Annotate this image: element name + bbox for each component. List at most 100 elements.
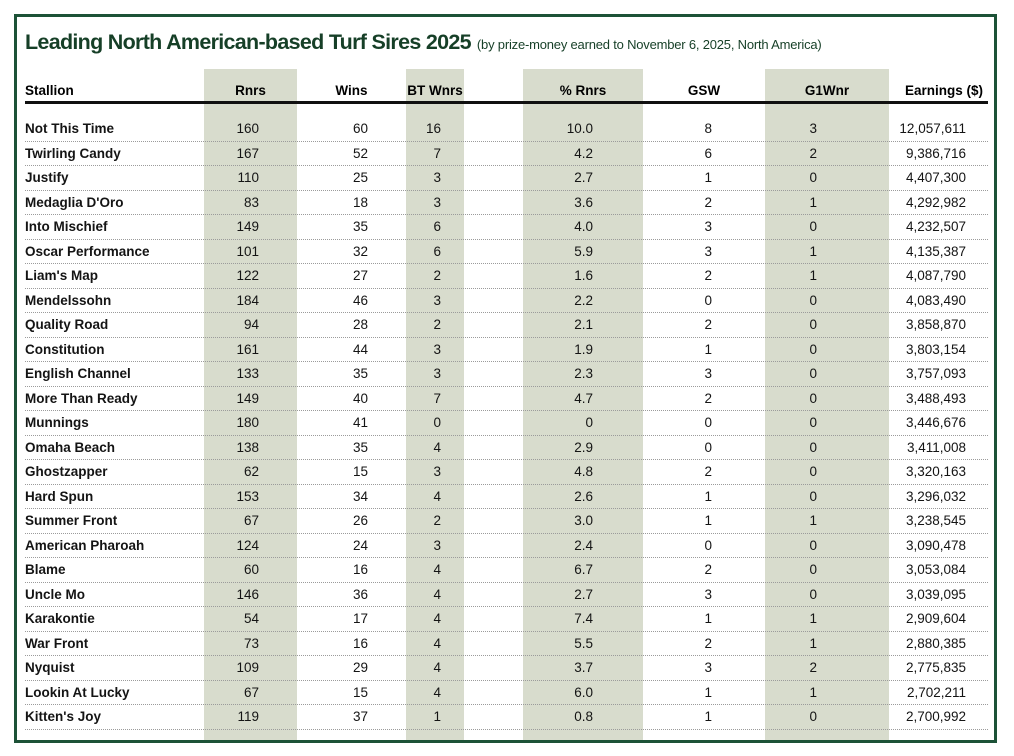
column-header-rnrs: Rnrs [235,83,266,99]
column-header-gsw: GSW [687,83,721,99]
wins-cell: 35 [352,366,368,381]
bt-wnrs-cell: 4 [433,611,441,626]
g1wnr-cell: 1 [809,513,817,528]
bt-wnrs-cell: 7 [433,390,441,406]
stallion-name-cell: Not This Time [25,121,115,136]
g1wnr-cell: 1 [809,635,817,651]
earnings-cell: 3,296,032 [905,488,966,504]
table-row: Blame 60 16 4 6.7 2 0 3,053,084 [25,558,988,583]
wins-cell: 44 [352,341,368,357]
rnrs-cell: 119 [237,709,259,724]
bt-wnrs-cell: 2 [433,317,441,332]
bt-wnrs-cell: 6 [433,243,441,259]
wins-cell: 29 [352,660,368,675]
table-row: Uncle Mo 146 36 4 2.7 3 0 3,039,095 [25,583,988,607]
g1wnr-cell: 1 [809,611,817,626]
bt-wnrs-cell: 4 [433,488,441,504]
pct-rnrs-cell: 2.1 [574,317,593,332]
stallion-name-cell: Medaglia D'Oro [25,194,124,210]
earnings-cell: 3,320,163 [905,464,966,479]
gsw-cell: 2 [704,194,712,210]
wins-cell: 17 [352,611,368,626]
earnings-cell: 3,858,870 [905,317,966,332]
wins-cell: 37 [352,709,368,724]
rnrs-cell: 94 [243,317,259,332]
table-row: Oscar Performance 101 32 6 5.9 3 1 4,135… [25,240,988,264]
stallion-name-cell: English Channel [25,366,131,381]
stallion-name-cell: American Pharoah [25,537,145,553]
page-subtitle: (by prize-money earned to November 6, 20… [476,37,822,52]
earnings-cell: 4,083,490 [905,292,966,308]
table-row: Lookin At Lucky 67 15 4 6.0 1 1 2,702,21… [25,681,988,705]
wins-cell: 35 [352,219,368,234]
g1wnr-cell: 0 [809,415,817,430]
rnrs-cell: 149 [236,219,259,234]
bt-wnrs-cell: 3 [433,170,441,185]
column-header-stallion: Stallion [25,83,74,99]
g1wnr-cell: 0 [809,562,817,577]
table-header-row: Stallion Rnrs Wins BT Wnrs % Rnrs GSW G1… [25,75,988,99]
stallion-name-cell: Uncle Mo [25,586,86,602]
table-row: Karakontie 54 17 4 7.4 1 1 2,909,604 [25,607,988,632]
gsw-cell: 1 [704,341,712,357]
table-body: Not This Time 160 60 16 10.0 8 3 12,057,… [25,117,988,730]
table-row: Munnings 180 41 0 0 0 0 3,446,676 [25,411,988,436]
wins-cell: 27 [352,268,368,283]
wins-cell: 41 [352,415,368,430]
column-header-wins: Wins [335,83,368,99]
gsw-cell: 2 [704,464,712,479]
g1wnr-cell: 3 [809,121,817,136]
rnrs-cell: 184 [236,292,259,308]
table-row: Medaglia D'Oro 83 18 3 3.6 2 1 4,292,982 [25,191,988,215]
wins-cell: 36 [352,586,368,602]
earnings-cell: 3,039,095 [905,586,966,602]
table-row: English Channel 133 35 3 2.3 3 0 3,757,0… [25,362,988,387]
pct-rnrs-cell: 5.5 [574,635,593,651]
gsw-cell: 8 [704,121,712,136]
stallion-name-cell: Blame [25,562,66,577]
rnrs-cell: 54 [243,611,259,626]
earnings-cell: 3,053,084 [905,562,966,577]
wins-cell: 24 [352,537,368,553]
g1wnr-cell: 0 [809,709,817,724]
pct-rnrs-cell: 2.7 [574,170,593,185]
g1wnr-cell: 1 [809,243,817,259]
rnrs-cell: 73 [243,635,259,651]
g1wnr-cell: 0 [809,586,817,602]
rnrs-cell: 124 [236,537,259,553]
gsw-cell: 0 [704,439,712,455]
table-row: More Than Ready 149 40 7 4.7 2 0 3,488,4… [25,387,988,411]
wins-cell: 25 [352,170,368,185]
header-rule [25,101,988,104]
stallion-name-cell: Munnings [25,415,89,430]
stallion-name-cell: Quality Road [25,317,109,332]
wins-cell: 46 [352,292,368,308]
rnrs-cell: 167 [236,145,259,161]
rnrs-cell: 180 [236,415,259,430]
earnings-cell: 3,446,676 [905,415,966,430]
wins-cell: 60 [352,121,368,136]
rnrs-cell: 109 [236,660,259,675]
turf-sires-table-frame: Leading North American-based Turf Sires … [14,14,997,743]
stallion-name-cell: Oscar Performance [25,243,150,259]
bt-wnrs-cell: 3 [433,366,441,381]
table-row: Justify 110 25 3 2.7 1 0 4,407,300 [25,166,988,191]
g1wnr-cell: 0 [809,219,817,234]
wins-cell: 34 [352,488,368,504]
column-header-pct-rnrs: % Rnrs [559,83,607,99]
g1wnr-cell: 1 [809,684,817,700]
shaded-column-band-bt-wnrs [406,69,464,740]
bt-wnrs-cell: 3 [433,537,441,553]
g1wnr-cell: 0 [809,292,817,308]
g1wnr-cell: 0 [809,341,817,357]
earnings-cell: 3,411,008 [906,439,966,455]
bt-wnrs-cell: 4 [433,684,441,700]
table-row: Ghostzapper 62 15 3 4.8 2 0 3,320,163 [25,460,988,485]
stallion-name-cell: Liam's Map [25,268,98,283]
pct-rnrs-cell: 0 [585,415,593,430]
earnings-cell: 3,238,545 [905,513,966,528]
earnings-cell: 2,700,992 [905,709,966,724]
pct-rnrs-cell: 2.6 [574,488,593,504]
table-row: Nyquist 109 29 4 3.7 3 2 2,775,835 [25,656,988,681]
gsw-cell: 6 [704,145,712,161]
